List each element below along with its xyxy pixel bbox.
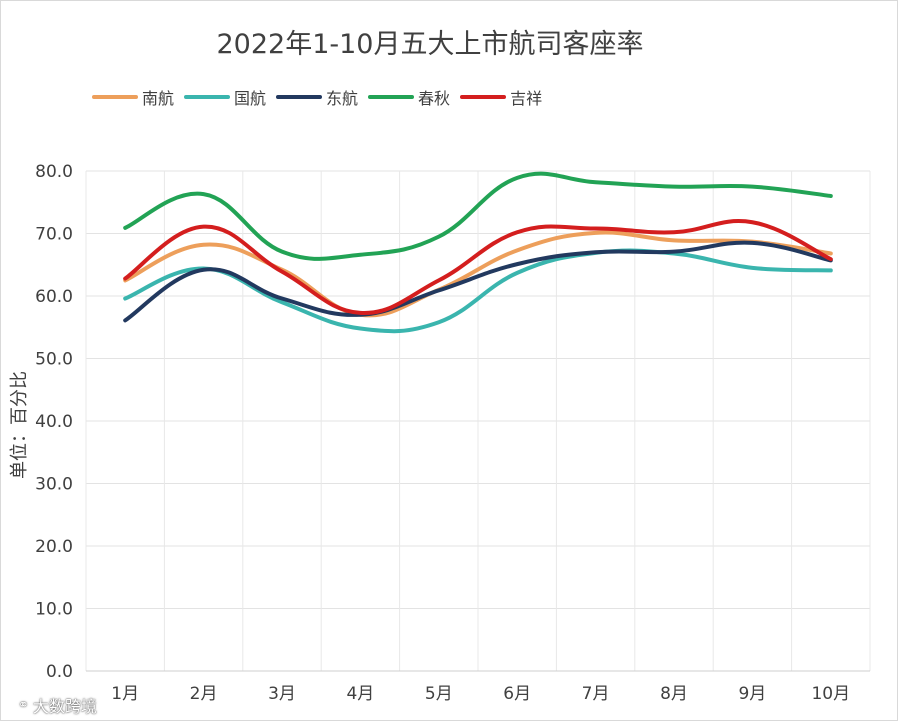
legend-swatch <box>368 95 415 99</box>
x-tick-label: 1月 <box>111 684 139 704</box>
legend-label: 吉祥 <box>510 89 543 108</box>
series-line <box>123 171 833 261</box>
x-tick-label: 4月 <box>346 684 374 704</box>
x-tick-label: 5月 <box>425 684 453 704</box>
y-tick-label: 0.0 <box>46 662 73 682</box>
x-tick-label: 10月 <box>811 684 850 704</box>
legend-label: 南航 <box>142 89 175 108</box>
watermark: ⚭ 大数跨境 <box>18 693 97 717</box>
x-tick-label: 2月 <box>190 684 218 704</box>
legend-item-donghang[interactable]: 东航 <box>276 85 358 109</box>
y-tick-label: 10.0 <box>35 600 73 620</box>
logo-icon: ⚭ <box>18 697 29 713</box>
x-tick-label: 6月 <box>503 684 531 704</box>
x-tick-label: 8月 <box>660 684 688 704</box>
x-tick-label: 7月 <box>582 684 610 704</box>
legend-item-chunqiu[interactable]: 春秋 <box>368 85 450 109</box>
y-tick-label: 20.0 <box>35 537 73 557</box>
series-line <box>123 230 833 318</box>
y-tick-label: 40.0 <box>35 412 73 432</box>
y-tick-label: 30.0 <box>35 475 73 495</box>
legend-label: 东航 <box>326 89 359 108</box>
x-tick-label: 3月 <box>268 684 296 704</box>
legend-label: 春秋 <box>418 89 451 108</box>
chart-title: 2022年1-10月五大上市航司客座率 <box>216 29 644 60</box>
y-tick-label: 70.0 <box>35 225 73 245</box>
legend-swatch <box>92 95 138 99</box>
legend-item-nanhang[interactable]: 南航 <box>92 85 174 109</box>
y-tick-label: 50.0 <box>35 350 73 370</box>
legend-item-guohang[interactable]: 国航 <box>184 85 266 109</box>
watermark-text: 大数跨境 <box>32 697 97 716</box>
legend-label: 国航 <box>234 89 267 108</box>
chart-legend: 南航 国航 东航 春秋 吉祥 <box>92 85 552 109</box>
legend-swatch <box>276 95 323 99</box>
legend-swatch <box>184 95 231 99</box>
series-line <box>123 240 833 323</box>
series-line <box>123 219 833 315</box>
x-tick-label: 9月 <box>738 684 766 704</box>
y-tick-label: 60.0 <box>35 287 73 307</box>
legend-swatch <box>460 95 507 99</box>
y-tick-label: 80.0 <box>35 162 73 182</box>
legend-item-jixiang[interactable]: 吉祥 <box>460 85 542 109</box>
